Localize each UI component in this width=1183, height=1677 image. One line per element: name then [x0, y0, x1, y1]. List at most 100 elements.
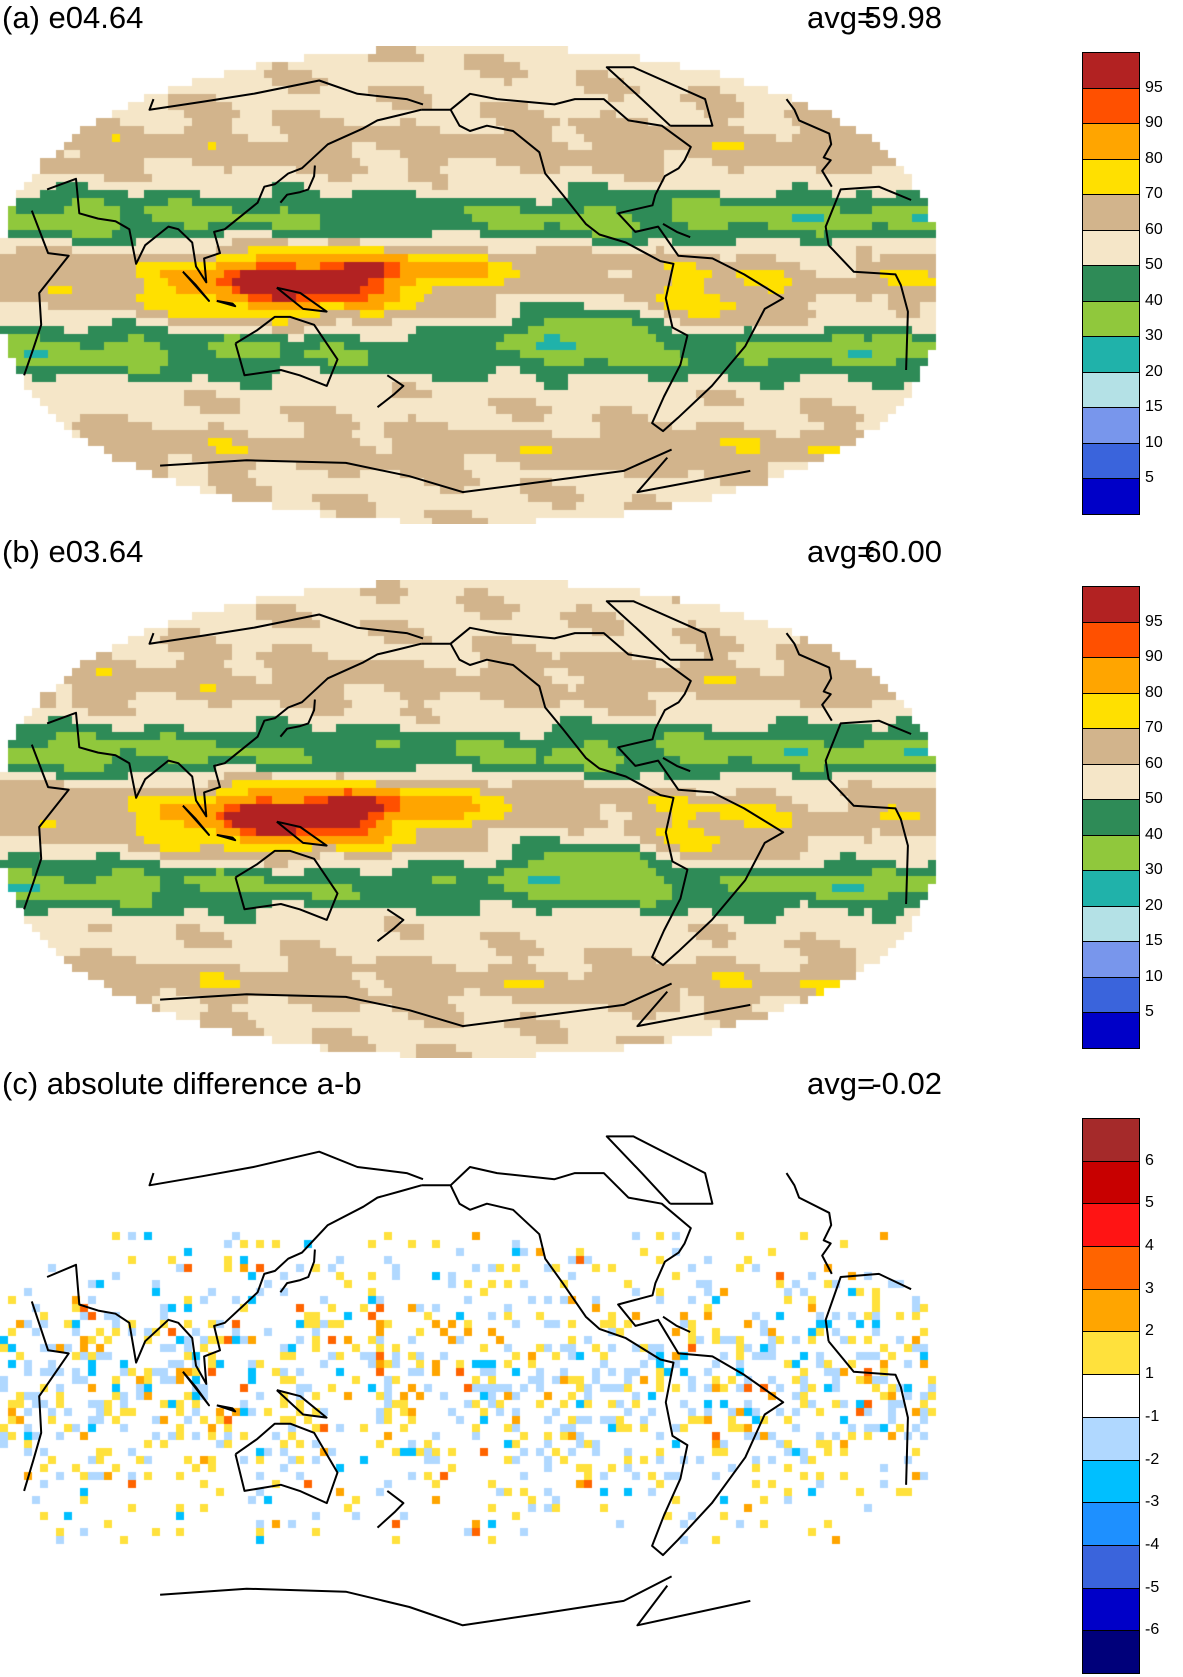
coastline-path	[605, 1135, 714, 1205]
colorbar-tick-label: 30	[1145, 327, 1163, 345]
colorbar-tick-label: 90	[1145, 114, 1163, 132]
colorbar-swatch	[1082, 1288, 1140, 1333]
coastline-path	[605, 66, 714, 127]
colorbar-swatch	[1082, 1459, 1140, 1504]
colorbar-swatch	[1082, 1374, 1140, 1418]
coastline-path	[662, 757, 691, 773]
colorbar-swatch	[1082, 1160, 1140, 1205]
colorbar-swatch	[1082, 621, 1140, 659]
average-label: avg=	[807, 534, 876, 569]
colorbar-swatch	[1082, 728, 1140, 765]
coastline-path	[46, 108, 422, 284]
coastline-path	[216, 299, 237, 308]
coastline-path	[216, 1404, 237, 1413]
colorbar-tick-label: 80	[1145, 683, 1163, 701]
coastline-path	[182, 271, 210, 302]
coastline-path	[376, 908, 405, 942]
colorbar-tick-label: 95	[1145, 78, 1163, 96]
colorbar-tick-label: 30	[1145, 861, 1163, 879]
colorbar-tick-label: 40	[1145, 825, 1163, 843]
panel-title: (b) e03.64	[2, 534, 144, 569]
coastline-path	[276, 1389, 328, 1419]
coastline-path	[46, 1184, 422, 1385]
colorbar-swatch	[1082, 1118, 1140, 1162]
coastline-path	[182, 805, 210, 836]
coastline-path	[421, 92, 785, 433]
colorbar-swatch	[1082, 407, 1140, 444]
panel-title: (a) e04.64	[2, 0, 144, 35]
coastline-path	[605, 600, 714, 661]
colorbar-swatch	[1082, 336, 1140, 373]
colorbar: 5 10 15 20 30 40 50 60 70 80 90 95	[1082, 586, 1163, 1049]
colorbar-tick-label: 20	[1145, 362, 1163, 380]
colorbar-tick-label: 70	[1145, 719, 1163, 737]
colorbar-tick-label: 2	[1145, 1322, 1154, 1340]
coastline-path	[276, 820, 328, 847]
colorbar-swatch	[1082, 870, 1140, 907]
colorbar-swatch	[1082, 478, 1140, 515]
coastline-path	[46, 642, 422, 818]
colorbar-swatch	[1082, 371, 1140, 409]
panel-a: (a) e04.64 avg= 59.98 5 10 15 20 30 40 50 60 70 8…	[0, 0, 1183, 524]
colorbar: -6 -5 -4 -3 -2 -1 1 2 3 4 5 6	[1082, 1118, 1159, 1674]
colorbar-tick-label: 50	[1145, 790, 1163, 808]
colorbar-tick-label: 15	[1145, 932, 1163, 950]
colorbar-tick-label: 20	[1145, 896, 1163, 914]
colorbar-tick-label: -5	[1145, 1578, 1160, 1596]
colorbar-swatch	[1082, 123, 1140, 160]
coastline-path	[160, 1575, 751, 1627]
coastline-path	[216, 833, 237, 842]
colorbar-tick-label: 5	[1145, 1194, 1154, 1212]
coastline-path	[279, 699, 316, 738]
colorbar-swatch	[1082, 941, 1140, 978]
average-value: -0.02	[871, 1066, 942, 1101]
coastline-path	[234, 315, 339, 387]
colorbar-tick-label: 40	[1145, 291, 1163, 309]
colorbar-swatch	[1082, 586, 1140, 623]
colorbar-swatch	[1082, 1203, 1140, 1248]
colorbar-tick-label: 80	[1145, 149, 1163, 167]
panel-title: (c) absolute difference a-b	[2, 1066, 362, 1101]
colorbar-swatch	[1082, 657, 1140, 694]
average-label: avg=	[807, 1066, 876, 1101]
colorbar-tick-label: 10	[1145, 967, 1163, 985]
colorbar-tick-label: 6	[1145, 1151, 1154, 1169]
colorbar-swatch	[1082, 834, 1140, 872]
colorbar-swatch	[1082, 976, 1140, 1014]
map-field	[0, 1112, 940, 1662]
coastline-path	[662, 1315, 691, 1333]
colorbar-tick-label: 50	[1145, 256, 1163, 274]
colorbar-tick-label: -3	[1145, 1493, 1160, 1511]
coastline-path	[234, 1422, 339, 1505]
colorbar-tick-label: -2	[1145, 1450, 1160, 1468]
colorbar-swatch	[1082, 1544, 1140, 1589]
colorbar-swatch	[1082, 1502, 1140, 1546]
colorbar-swatch	[1082, 1331, 1140, 1376]
colorbar-swatch	[1082, 1587, 1140, 1632]
colorbar-swatch	[1082, 1012, 1140, 1049]
coastline-path	[148, 613, 833, 722]
coastline-path	[182, 1371, 210, 1407]
coastline-path	[662, 223, 691, 239]
colorbar-tick-label: 5	[1145, 1003, 1154, 1021]
colorbar-swatch	[1082, 692, 1140, 730]
colorbar-swatch	[1082, 52, 1140, 89]
coastline-path	[23, 719, 912, 910]
colorbar-tick-label: 60	[1145, 220, 1163, 238]
panel-c: (c) absolute difference a-b avg= -0.02 -…	[0, 1066, 1183, 1674]
average-value: 59.98	[864, 0, 942, 35]
colorbar-tick-label: 5	[1145, 469, 1154, 487]
coastline-path	[160, 448, 751, 494]
coastlines	[23, 1135, 912, 1627]
colorbar-swatch	[1082, 905, 1140, 943]
coastline-path	[376, 1490, 405, 1529]
colorbar-swatch	[1082, 265, 1140, 302]
coastline-path	[279, 165, 316, 204]
colorbar-swatch	[1082, 300, 1140, 338]
colorbar-swatch	[1082, 1246, 1140, 1290]
coastline-path	[148, 1150, 833, 1275]
colorbar-swatch	[1082, 1416, 1140, 1461]
coastline-path	[23, 1272, 912, 1492]
colorbar-tick-label: -4	[1145, 1535, 1160, 1553]
map-field	[0, 580, 940, 1058]
